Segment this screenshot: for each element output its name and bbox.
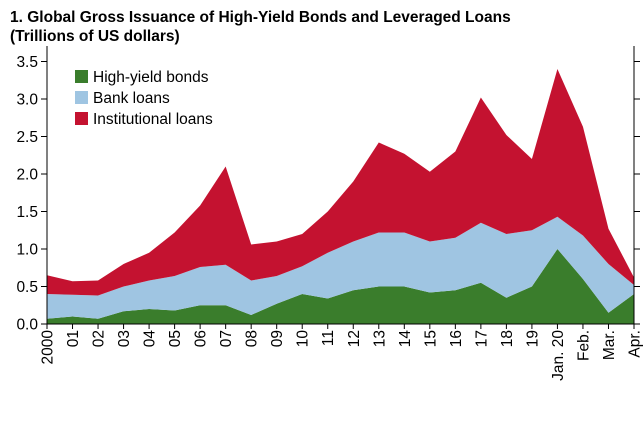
y-tick-label: 0.0 [16,317,38,334]
area-layers [47,69,634,324]
x-tick-label: 04 [142,330,159,348]
y-tick-label: 1.5 [16,204,38,221]
x-tick-label: 05 [167,330,184,347]
x-tick-label: Jan. 20 [550,330,567,381]
legend-swatch-institutional-loans [75,112,88,125]
x-tick-label: Feb. [575,330,592,361]
x-tick-label: 09 [269,330,286,347]
x-tick-label: 10 [295,330,312,348]
chart-subtitle-line: (Trillions of US dollars) [10,28,180,45]
legend-swatch-high-yield-bonds [75,70,88,83]
x-tick-label: 11 [320,330,337,346]
x-tick-label: 18 [499,330,516,347]
x-tick-label: 08 [244,330,261,347]
x-tick-label: 14 [397,330,414,348]
legend-label-institutional-loans: Institutional loans [93,111,213,128]
x-tick-label: 12 [346,330,363,347]
x-tick-label: 15 [422,330,439,347]
y-tick-label: 2.5 [16,129,38,146]
chart-title: 1. Global Gross Issuance of High-Yield B… [10,8,511,46]
x-tick-label: 01 [65,330,82,347]
y-tick-label: 2.0 [16,167,38,184]
y-tick-label: 3.0 [16,92,38,109]
x-tick-label: 16 [448,330,465,347]
series-area-institutional-loans [47,69,634,296]
x-tick-label: 13 [371,330,388,347]
series-area-high-yield-bonds [47,249,634,324]
x-tick-label: 2000 [40,330,57,365]
x-tick-label: 17 [473,330,490,347]
series-area-bank-loans [47,216,634,319]
x-tick-label: 19 [524,330,541,347]
x-tick-label: 03 [116,330,133,347]
legend-label-high-yield-bonds: High-yield bonds [93,69,209,86]
x-tick-label: 02 [91,330,108,347]
legend-swatch-bank-loans [75,91,88,104]
axes: 0.0 0.5 1.0 1.5 2.0 2.5 3.0 3.5 2000 01 02 03 04 05 06… [16,46,643,381]
y-tick-label: 1.0 [16,242,38,259]
x-tick-label: 07 [218,330,235,347]
y-tick-label: 3.5 [16,54,38,71]
legend-label-bank-loans: Bank loans [93,90,170,107]
x-tick-label: Mar. [601,330,618,360]
y-tick-label: 0.5 [16,279,38,296]
chart-title-line: 1. Global Gross Issuance of High-Yield B… [10,9,511,26]
x-tick-label: Apr. [627,330,643,358]
x-tick-label: 06 [193,330,210,347]
legend: High-yield bonds Bank loans Institutional … [75,69,213,128]
